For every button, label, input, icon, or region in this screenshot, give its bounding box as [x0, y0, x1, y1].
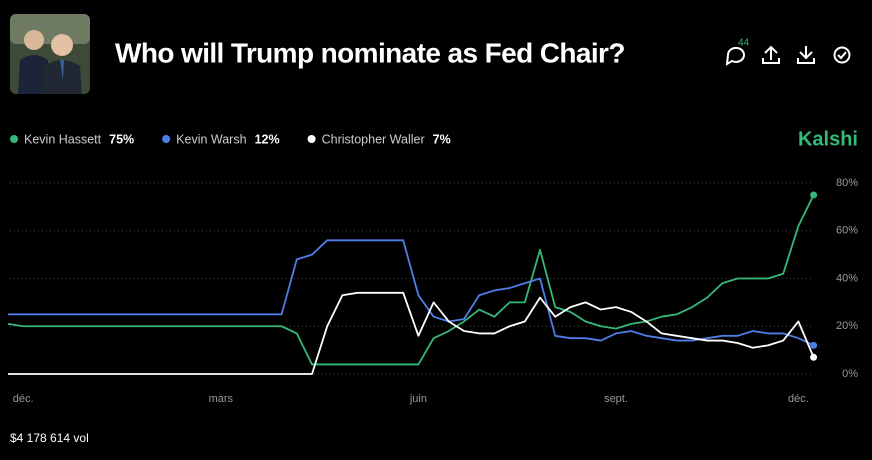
brand: Kalshi — [798, 128, 858, 150]
legend-value: 12% — [255, 132, 280, 146]
title: Who will Trump nominate as Fed Chair? — [115, 37, 625, 68]
y-tick-label: 80% — [836, 177, 858, 189]
end-dot — [810, 353, 818, 361]
comment-count: 44 — [738, 38, 750, 49]
share-icon[interactable] — [762, 45, 780, 64]
end-dot — [810, 191, 818, 199]
x-tick-label: déc. — [788, 393, 809, 405]
y-tick-label: 40% — [836, 272, 858, 284]
series-line — [7, 194, 815, 366]
end-dot — [810, 341, 818, 349]
toolbar[interactable] — [725, 45, 851, 66]
comment-icon[interactable] — [725, 46, 745, 66]
legend-name: Kevin Hassett — [24, 132, 102, 146]
legend-name: Christopher Waller — [322, 132, 425, 146]
series-line — [8, 291, 815, 375]
download-icon[interactable] — [797, 46, 815, 64]
x-tick-label: sept. — [604, 393, 628, 405]
x-tick-label: juin — [409, 393, 427, 405]
avatar — [10, 14, 90, 94]
x-tick-label: déc. — [13, 393, 34, 405]
volume: $4 178 614 vol — [10, 431, 89, 445]
watch-icon[interactable] — [833, 46, 851, 64]
legend-dot — [162, 135, 171, 143]
y-tick-label: 60% — [836, 225, 858, 237]
series-line — [8, 239, 814, 347]
legend-value: 7% — [433, 132, 451, 146]
legend-dot — [10, 135, 18, 143]
y-tick-label: 20% — [836, 320, 858, 332]
x-tick-label: mars — [209, 393, 234, 405]
y-tick-label: 0% — [842, 368, 858, 380]
check-icon — [837, 51, 847, 60]
legend-dot — [307, 135, 316, 143]
legend-name: Kevin Warsh — [176, 132, 246, 146]
legend-value: 75% — [109, 132, 134, 146]
